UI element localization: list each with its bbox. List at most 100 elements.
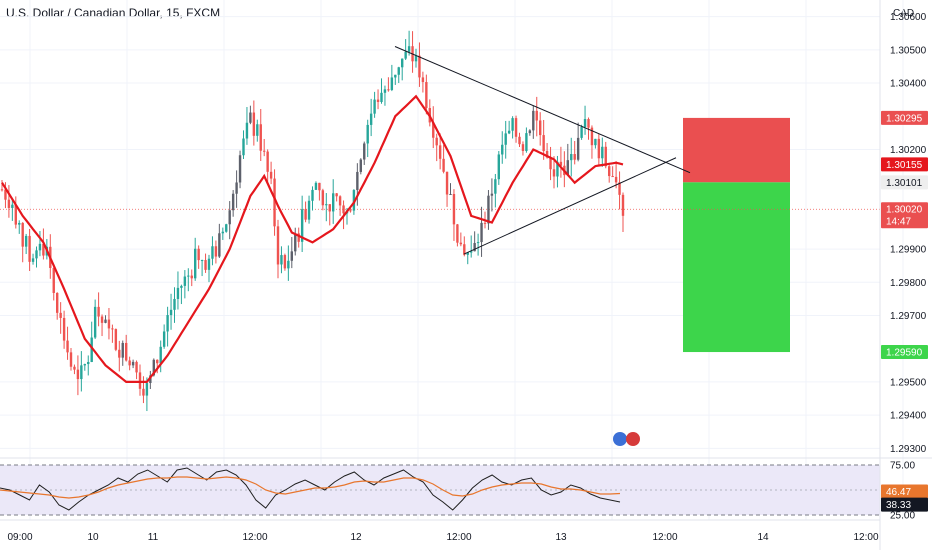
candle-body (159, 346, 162, 364)
candle-body (397, 67, 400, 75)
price-tick-label: 1.29800 (890, 278, 927, 289)
candle-body (490, 193, 494, 196)
candle-body (363, 143, 366, 160)
candle-body (280, 255, 283, 265)
candle-body (204, 260, 207, 270)
candle-body (611, 176, 614, 178)
rsi-line (0, 467, 621, 511)
candle-body (514, 118, 518, 137)
price-tick-label: 1.29500 (890, 377, 927, 388)
price-badge-label: 1.30101 (886, 178, 923, 189)
candle-body (197, 248, 200, 261)
candle-body (93, 306, 97, 338)
candle-body (421, 77, 425, 83)
candle-body (125, 342, 128, 361)
candle-body (111, 328, 114, 330)
rsi-tick-label: 75.00 (890, 461, 915, 472)
candle-body (387, 89, 390, 91)
candle-body (342, 205, 345, 214)
candle-body (487, 195, 490, 224)
candle-body (142, 388, 145, 396)
candle-body (425, 82, 428, 109)
candle-body (35, 250, 38, 259)
candle-body (545, 151, 549, 158)
price-tick-label: 1.29300 (890, 444, 927, 455)
candle-body (525, 133, 528, 151)
rsi-badge-label: 46.47 (886, 487, 911, 498)
candle-body (42, 243, 45, 256)
candle-body (218, 233, 221, 257)
candle-body (31, 258, 35, 262)
candle-body (373, 99, 376, 114)
candle-body (166, 315, 169, 332)
price-tick-label: 1.30600 (890, 12, 927, 23)
candle-body (225, 224, 228, 232)
candle-body (52, 267, 55, 293)
candle-body (494, 179, 497, 194)
candle-body (528, 130, 532, 134)
candle-body (128, 360, 131, 366)
candle-body (383, 89, 387, 93)
candle-body (242, 138, 245, 156)
candle-body (604, 146, 607, 167)
time-tick-label: 12:00 (446, 532, 471, 543)
candle-body (276, 226, 280, 265)
candle-body (194, 248, 197, 279)
candle-body (407, 46, 411, 52)
candle-body (228, 210, 231, 225)
time-tick-label: 09:00 (7, 532, 32, 543)
price-tick-label: 1.29700 (890, 311, 927, 322)
candle-body (97, 306, 100, 317)
price-badge (881, 175, 928, 190)
candle-body (100, 316, 104, 323)
event-flag-icon (626, 432, 640, 446)
upper-trendline (394, 46, 691, 174)
candle-body (369, 113, 373, 125)
price-tick-label: 1.30400 (890, 79, 927, 90)
candle-body (328, 204, 331, 212)
candle-body (456, 224, 459, 243)
candle-body (476, 242, 480, 244)
candle-body (356, 171, 359, 191)
candle-body (156, 359, 159, 364)
candle-body (576, 137, 580, 160)
candle-body (507, 130, 511, 134)
candle-body (114, 329, 118, 350)
candle-body (594, 138, 597, 146)
price-tick-label: 1.29900 (890, 245, 927, 256)
price-badge-label: 1.29590 (886, 348, 923, 359)
candle-body (300, 209, 304, 242)
candle-body (214, 246, 218, 257)
candle-body (442, 158, 445, 172)
candle-body (107, 319, 111, 329)
rsi-signal-line (0, 476, 621, 499)
candle-body (169, 309, 173, 316)
rsi-tick-label: 25.00 (890, 511, 915, 522)
price-badge (881, 110, 928, 125)
candle-body (601, 146, 604, 159)
candle-body (573, 154, 576, 160)
candle-body (394, 74, 397, 78)
candle-body (176, 287, 180, 299)
price-tick-label: 1.30500 (890, 45, 927, 56)
candle-body (252, 112, 256, 136)
candle-body (404, 51, 407, 59)
candle-body (452, 194, 456, 225)
candle-body (318, 182, 321, 191)
candle-body (118, 349, 121, 358)
candle-body (180, 285, 183, 288)
candle-body (59, 312, 62, 318)
candle-body (597, 138, 601, 159)
candle-body (145, 383, 149, 396)
rsi-badge (881, 484, 928, 499)
candle-body (66, 340, 69, 353)
time-tick-label: 11 (148, 532, 159, 543)
price-tick-label: 1.30200 (890, 145, 927, 156)
candle-body (418, 55, 421, 78)
candle-body (466, 252, 469, 255)
candle-body (549, 157, 552, 170)
candle-body (504, 133, 507, 145)
price-tick-label: 1.29400 (890, 411, 927, 422)
candle-body (21, 222, 24, 247)
